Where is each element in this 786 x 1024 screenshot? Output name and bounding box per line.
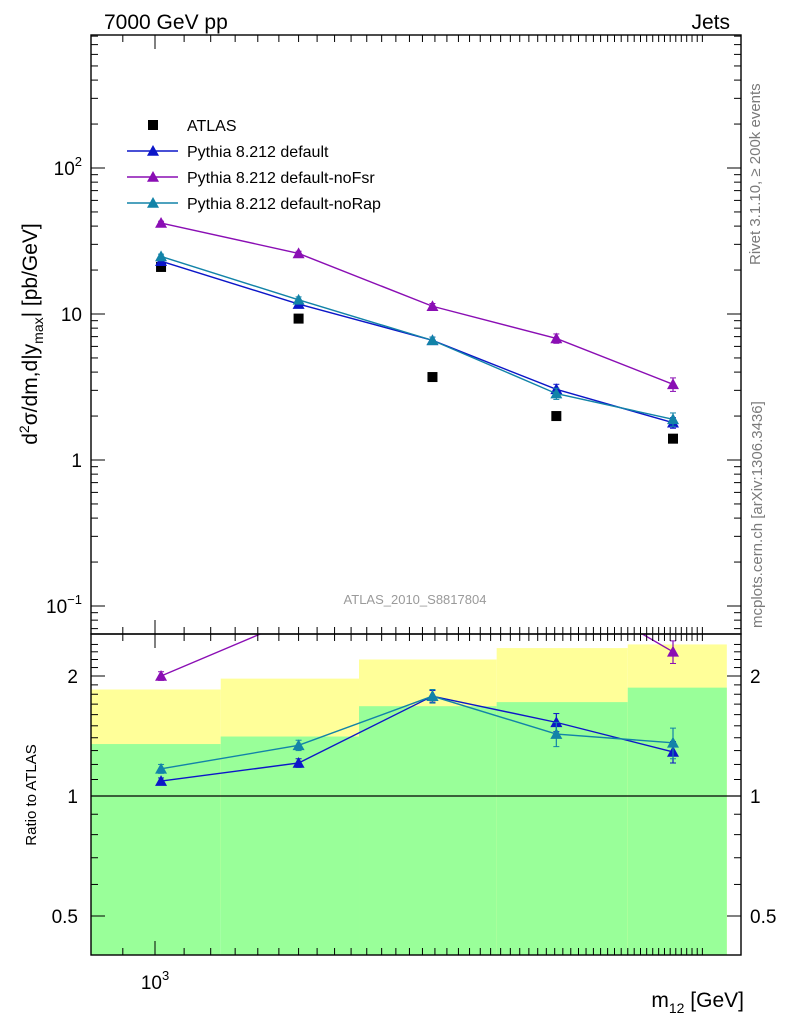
- series-line-noFsr: [160, 222, 674, 385]
- main-y-ticks: [91, 35, 741, 630]
- point-noFsr: [667, 378, 679, 390]
- analysis-watermark: ATLAS_2010_S8817804: [344, 592, 487, 607]
- inner-uncertainty-band: [91, 744, 221, 955]
- series-line-noRap: [160, 255, 674, 420]
- legend-marker-atlas: [148, 120, 158, 130]
- point-noFsr: [292, 247, 305, 259]
- main-y-tick-label: 102: [54, 154, 82, 180]
- point-noRap: [426, 334, 439, 346]
- ratio-y-tick-label-right: 0.5: [750, 907, 776, 928]
- legend-marker-noRap: [147, 197, 159, 208]
- atlas-point: [551, 411, 562, 422]
- legend-item-atlas: ATLAS: [148, 118, 237, 135]
- ratio-series: [155, 578, 679, 786]
- header-right: Jets: [691, 11, 730, 34]
- ratio-point-default: [550, 716, 563, 728]
- legend: ATLAS Pythia 8.212 default Pythia 8.212 de…: [127, 118, 381, 213]
- main-series: [155, 217, 679, 444]
- ratio-plot-frame: [90, 633, 742, 956]
- main-y-tick-label: 1: [71, 451, 82, 472]
- rivet-label: Rivet 3.1.10, ≥ 200k events: [747, 83, 764, 265]
- atlas-point: [156, 261, 167, 272]
- legend-item-noRap: Pythia 8.212 default-noRap: [127, 196, 381, 213]
- ratio-point-noRap: [292, 739, 305, 751]
- legend-item-default: Pythia 8.212 default: [127, 144, 329, 161]
- ratio-point-noFsr: [155, 670, 168, 681]
- main-y-tick-labels: 10−1 1 10 102: [46, 154, 82, 618]
- ratio-point-noFsr: [550, 578, 562, 589]
- inner-uncertainty-band: [359, 706, 497, 955]
- ratio-line-noFsr: [160, 634, 674, 677]
- source-label: mcplots.cern.ch [arXiv:1306.3436]: [749, 401, 766, 628]
- ratio-point-noRap: [155, 762, 168, 774]
- point-noFsr: [426, 300, 439, 312]
- point-noFsr: [155, 217, 168, 228]
- ratio-y-tick-label-right: 2: [750, 667, 761, 688]
- ratio-y-tick-label-left: 2: [67, 667, 78, 688]
- uncertainty-bands: [91, 644, 727, 955]
- ratio-point-default: [292, 756, 305, 768]
- series-noRap: [155, 250, 679, 427]
- ratio-y-tick-label-left: 1: [67, 787, 78, 808]
- point-noRap: [667, 413, 679, 425]
- main-y-tick-label: 10: [61, 305, 82, 326]
- main-panel: 10−1 1 10 102 d2σ/dm,d|ymax| [pb/GeV] ATLAS…: [16, 34, 742, 635]
- ratio-y-ticks: [91, 643, 741, 917]
- legend-label: ATLAS: [187, 118, 237, 135]
- ratio-panel: 0.5 0.5 1 1 2 2 Ratio to ATLAS 103 m12 [GeV]: [23, 35, 776, 1016]
- ratio-series-noRap: [155, 688, 679, 774]
- legend-marker-default: [147, 145, 159, 156]
- header-left: 7000 GeV pp: [104, 11, 228, 34]
- inner-uncertainty-band: [627, 687, 727, 955]
- x-axis-label: m12 [GeV]: [651, 989, 744, 1016]
- ratio-point-noFsr: [293, 612, 305, 623]
- series-noFsr: [155, 217, 679, 392]
- ratio-series-noFsr: [155, 578, 679, 681]
- legend-marker-noFsr: [147, 171, 159, 182]
- atlas-point: [427, 372, 438, 383]
- ratio-point-noRap: [667, 736, 679, 748]
- main-y-axis-label: d2σ/dm,d|ymax| [pb/GeV]: [16, 223, 46, 445]
- x-ticks: [122, 35, 703, 955]
- main-y-tick-label: 10−1: [46, 592, 82, 618]
- series-default: [155, 255, 679, 429]
- ratio-y-tick-label-right: 1: [750, 787, 761, 808]
- atlas-point: [668, 433, 678, 444]
- ratio-y-tick-labels: 0.5 0.5 1 1 2 2: [52, 667, 777, 928]
- legend-item-noFsr: Pythia 8.212 default-noFsr: [127, 170, 375, 187]
- series-atlas: [156, 261, 678, 444]
- point-noRap: [550, 387, 563, 399]
- atlas-point: [293, 313, 304, 324]
- ratio-point-noRap: [426, 690, 439, 701]
- legend-label: Pythia 8.212 default-noRap: [187, 196, 381, 213]
- legend-label: Pythia 8.212 default-noFsr: [187, 170, 375, 187]
- x-tick-label-1000: 103: [141, 968, 169, 994]
- ratio-point-default: [155, 775, 168, 786]
- legend-label: Pythia 8.212 default: [187, 144, 329, 161]
- point-noRap: [292, 293, 305, 305]
- point-noFsr: [550, 332, 563, 344]
- ratio-point-noRap: [550, 728, 563, 739]
- ratio-y-tick-label-left: 0.5: [52, 907, 78, 928]
- inner-uncertainty-band: [220, 736, 360, 955]
- ratio-point-noFsr: [667, 645, 679, 657]
- ratio-y-axis-label: Ratio to ATLAS: [23, 744, 40, 845]
- inner-uncertainty-band: [496, 702, 628, 955]
- series-line-default: [160, 260, 674, 424]
- point-noRap: [155, 250, 168, 262]
